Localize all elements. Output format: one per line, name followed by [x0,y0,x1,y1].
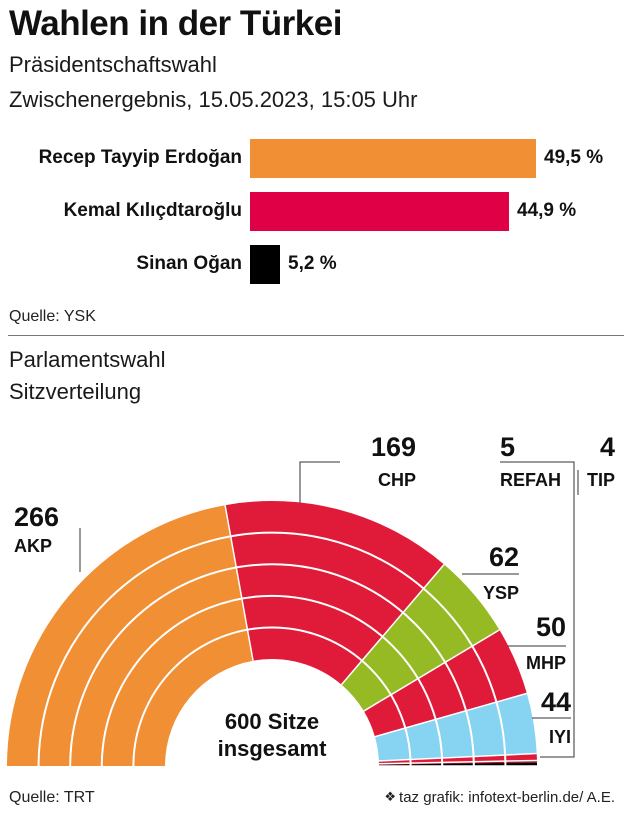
seat-count-tip: 4 [600,432,615,462]
segment-separator [378,752,537,762]
bar-erdogan [250,139,536,178]
segment-separator [378,759,537,765]
bar-value-erdogan: 49,5 % [544,147,604,168]
paw-icon: ❖ [384,789,397,804]
total-seats-sublabel: insgesamt [218,736,327,761]
party-label-tip: TIP [587,470,615,490]
seat-count-ysp: 62 [489,542,519,572]
ring-separator [69,563,475,767]
leader-line-chp [299,461,340,503]
bar-value-ogan: 5,2 % [288,253,337,274]
ring-separator [132,626,412,767]
seat-count-chp: 169 [371,432,416,462]
seat-segment-iyi [374,693,537,761]
parliament-subtitle: Parlamentswahl [9,347,166,372]
party-label-refah: REFAH [500,470,561,490]
seat-count-refah: 5 [500,432,515,462]
segment-separator [224,505,254,661]
credit-line: ❖ taz grafik: infotext-berlin.de/ A.E. [384,789,615,806]
segment-separator [363,629,500,712]
candidate-name-kilicdaroglu: Kemal Kılıçdtaroğlu [63,200,242,221]
party-label-akp: AKP [14,536,52,556]
party-label-chp: CHP [378,470,416,490]
leader-line-refah [500,461,575,758]
seat-segment-ysp [341,564,500,712]
credit-text: taz grafik: infotext-berlin.de/ A.E. [399,789,615,806]
seat-segment-remainder [378,762,537,766]
party-label-iyi: IYI [549,727,571,747]
party-label-ysp: YSP [483,583,519,603]
presidential-source: Quelle: YSK [9,308,96,325]
seat-segment-akp [7,505,254,766]
seat-count-mhp: 50 [536,612,566,642]
parliament-subtitle-2: Sitzverteilung [9,379,142,404]
candidate-name-ogan: Sinan Oğan [136,253,242,274]
total-seats-label: 600 Sitze [225,709,319,734]
seat-count-iyi: 44 [541,687,571,717]
segment-separator [340,564,445,686]
segment-separator [374,692,528,738]
candidate-name-erdogan: Recep Tayyip Erdoğan [38,147,242,168]
page-title: Wahlen in der Türkei [9,4,342,43]
bar-value-kilicdaroglu: 44,9 % [517,200,577,221]
parliament-source: Quelle: TRT [9,789,95,806]
bar-ogan [250,245,280,284]
ring-separator [37,531,507,767]
bar-kilicdaroglu [250,192,509,231]
seat-count-akp: 266 [14,502,59,532]
party-label-mhp: MHP [526,653,566,673]
presidential-timestamp: Zwischenergebnis, 15.05.2023, 15:05 Uhr [9,87,418,112]
section-divider [8,335,624,336]
presidential-subtitle: Präsidentschaftswahl [9,52,217,77]
seat-segment-mhp [363,629,527,737]
seat-segment-chp [225,501,445,685]
ring-separator [100,594,444,767]
